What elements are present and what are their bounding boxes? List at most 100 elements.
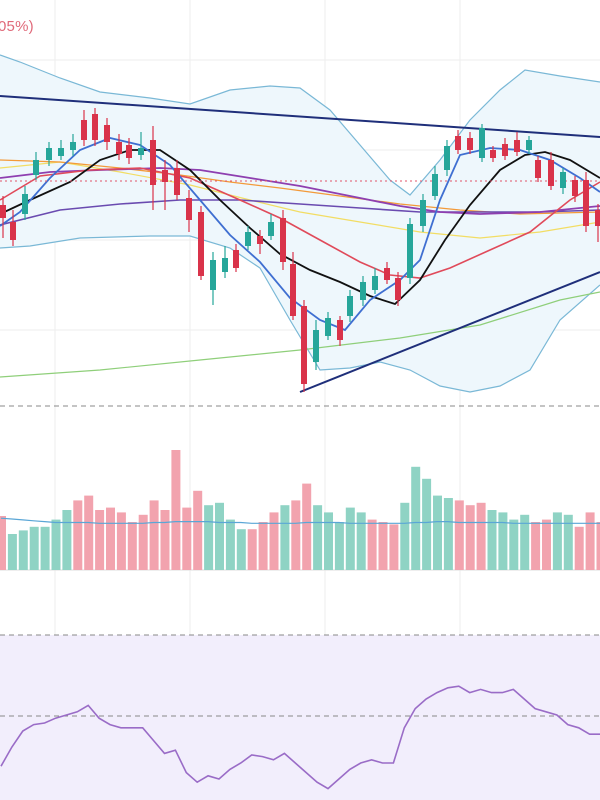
candle-body [479, 128, 485, 158]
volume-bar [116, 512, 126, 570]
volume-bar [138, 514, 148, 570]
volume-bar [247, 529, 257, 570]
volume-bar [552, 512, 562, 570]
candle-body [535, 160, 541, 178]
volume-bar [389, 524, 399, 570]
candle-body [301, 306, 307, 384]
candle-body [372, 276, 378, 290]
candle-body [70, 142, 76, 150]
candle-body [150, 140, 156, 185]
candle-body [174, 168, 180, 195]
volume-bar [356, 512, 366, 570]
candle-body [572, 180, 578, 196]
volume-bar [476, 502, 486, 570]
ma-black-line [0, 149, 600, 306]
volume-bar [51, 519, 61, 570]
volume-bar [95, 510, 105, 570]
volume-bar [215, 502, 224, 570]
candle-body [92, 114, 98, 140]
candle-body [384, 268, 390, 280]
candle-body [126, 145, 132, 158]
candle-body [595, 210, 600, 226]
ma-long-line [0, 291, 600, 378]
candle-body [257, 236, 263, 244]
candle-body [58, 148, 64, 156]
candle-body [420, 200, 426, 226]
volume-bar [106, 507, 115, 570]
volume-ma-line [0, 517, 600, 524]
volume-bar [29, 526, 39, 570]
ma-yellow-line [0, 161, 600, 239]
volume-bar [574, 526, 584, 570]
candle-body [407, 224, 413, 278]
bollinger-upper-line [0, 54, 600, 196]
candle-body [46, 148, 52, 160]
volume-bar [236, 529, 246, 570]
candle-body [222, 258, 228, 272]
candle-body [81, 120, 87, 140]
volume-bar [40, 526, 50, 570]
candle-body [347, 296, 353, 316]
volume-bar [443, 498, 453, 570]
volume-bar [378, 522, 388, 570]
volume-bar [280, 505, 290, 570]
volume-bar [585, 512, 595, 570]
volume-bar [7, 534, 17, 570]
candle-body [337, 320, 343, 340]
candle-body [444, 146, 450, 170]
candle-body [198, 212, 204, 276]
candle-body [268, 222, 274, 236]
volume-bar [204, 505, 214, 570]
volume-bar [465, 505, 475, 570]
volume-bar [269, 512, 279, 570]
candle-body [502, 144, 508, 156]
price-panel [0, 54, 600, 393]
candle-body [116, 142, 122, 154]
rsi-panel [0, 634, 600, 800]
volume-bar [127, 522, 137, 570]
rsi-line [0, 685, 600, 790]
candle-body [514, 140, 520, 152]
candle-body [490, 150, 496, 158]
volume-bar [225, 519, 235, 570]
volume-bar [596, 522, 600, 570]
volume-bar [334, 522, 344, 570]
candle-body [325, 318, 331, 336]
volume-bar [487, 510, 497, 570]
volume-bar [193, 490, 203, 570]
candle-body [548, 160, 554, 186]
volume-bar [313, 505, 323, 570]
candle-body [186, 198, 192, 220]
price-change-label: 05%) [0, 18, 34, 35]
volume-bar [302, 483, 312, 570]
candle-body [313, 330, 319, 362]
volume-bar [509, 519, 519, 570]
volume-bar [171, 450, 181, 570]
candle-body [162, 170, 168, 182]
candle-body [245, 232, 251, 246]
candle-body [233, 250, 239, 268]
candle-body [210, 260, 216, 290]
candle-body [104, 125, 110, 142]
volume-bar [84, 495, 94, 570]
volume-bar [345, 507, 355, 570]
ma-red-line [0, 167, 600, 279]
volume-bar [182, 507, 192, 570]
volume-panel [0, 450, 600, 570]
volume-bar [422, 478, 432, 570]
candle-body [138, 148, 144, 155]
candle-body [290, 264, 296, 316]
candle-body [455, 136, 461, 150]
ma-violet-line [0, 199, 600, 226]
resistance-trendline [0, 95, 600, 138]
volume-bar [411, 466, 421, 570]
volume-bar [400, 502, 410, 570]
volume-bar [73, 500, 83, 570]
candle-body [395, 278, 401, 300]
rsi-background [0, 635, 600, 800]
volume-bar [324, 512, 333, 570]
ma-blue-line [0, 137, 600, 332]
volume-bar [160, 510, 170, 570]
